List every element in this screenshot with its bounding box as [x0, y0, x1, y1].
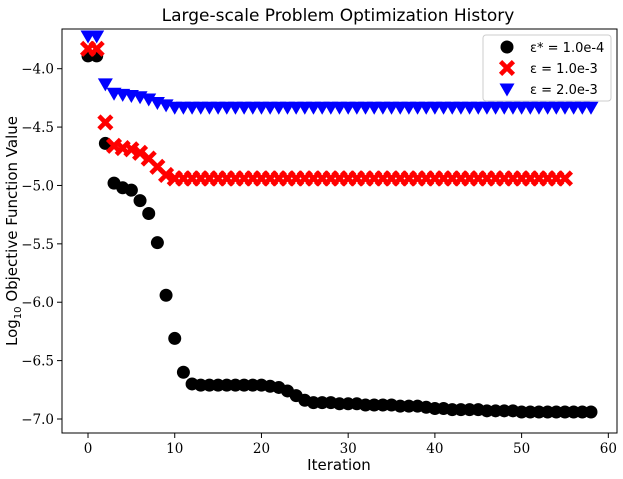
series-1-point — [176, 365, 190, 379]
series-3-point — [583, 101, 599, 115]
legend-marker-1 — [500, 40, 514, 54]
series-1-point — [168, 331, 182, 345]
y-tick-label: −5.0 — [21, 178, 54, 194]
x-tick-label: 0 — [84, 441, 93, 457]
series-3-point — [89, 30, 105, 44]
x-tick-label: 10 — [166, 441, 183, 457]
y-axis-title: Log10 Objective Function Value — [3, 116, 24, 346]
plot-area — [61, 28, 618, 434]
series-2 — [79, 40, 574, 187]
x-tick-label: 20 — [253, 441, 270, 457]
series-2-point — [556, 170, 574, 187]
series-1 — [81, 49, 598, 419]
y-tick-label: −7.0 — [21, 412, 54, 428]
y-tick-label: −6.0 — [21, 295, 54, 311]
series-2-point — [88, 40, 105, 57]
y-axis: −4.0 −4.5 −5.0 −5.5 −6.0 −6.5 −7.0 — [21, 62, 62, 428]
series-1-point — [124, 183, 138, 197]
y-tick-label: −6.5 — [21, 354, 54, 370]
series-2-point — [97, 114, 114, 131]
data-series-layer — [79, 30, 599, 419]
series-1-point — [584, 405, 598, 419]
legend-label-3: ε = 2.0e-3 — [530, 83, 598, 98]
y-tick-label: −5.5 — [21, 237, 54, 253]
x-axis: 0 10 20 30 40 50 60 — [84, 433, 617, 457]
chart-title: Large-scale Problem Optimization History — [162, 6, 515, 26]
series-3-point — [141, 93, 157, 107]
legend: ε* = 1.0e-4 ε = 1.0e-3 ε = 2.0e-3 — [482, 34, 612, 102]
y-tick-label: −4.5 — [21, 120, 54, 136]
x-axis-title: Iteration — [307, 456, 371, 474]
legend-entry-1: ε* = 1.0e-4 — [500, 40, 604, 56]
series-1-point — [133, 194, 147, 208]
y-axis-title-prefix: Log — [3, 319, 21, 346]
legend-entry-2: ε = 1.0e-3 — [498, 59, 598, 77]
series-3-point — [97, 78, 113, 92]
x-tick-label: 50 — [513, 441, 530, 457]
y-axis-title-subscript: 10 — [13, 306, 24, 319]
x-tick-label: 60 — [600, 441, 617, 457]
y-axis-title-suffix: Objective Function Value — [3, 116, 21, 306]
legend-marker-3 — [499, 83, 515, 97]
y-tick-label: −4.0 — [21, 62, 54, 78]
legend-label-2: ε = 1.0e-3 — [530, 62, 598, 77]
legend-entry-3: ε = 2.0e-3 — [499, 83, 598, 98]
series-3 — [80, 30, 599, 115]
series-1-point — [142, 206, 156, 220]
series-1-point — [150, 236, 164, 250]
x-tick-label: 40 — [426, 441, 443, 457]
legend-label-1: ε* = 1.0e-4 — [530, 41, 604, 56]
legend-box — [482, 34, 612, 102]
series-1-point — [159, 288, 173, 302]
x-tick-label: 30 — [340, 441, 357, 457]
legend-marker-2 — [498, 59, 516, 77]
